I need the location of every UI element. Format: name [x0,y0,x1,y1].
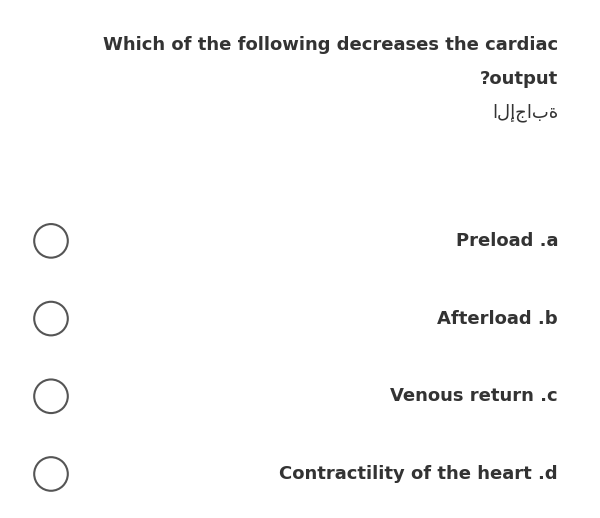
Text: الإجابة: الإجابة [492,104,558,122]
Text: Afterload .b: Afterload .b [437,310,558,327]
Text: Contractility of the heart .d: Contractility of the heart .d [280,465,558,483]
Text: Preload .a: Preload .a [455,232,558,250]
Text: Venous return .c: Venous return .c [391,387,558,405]
Text: Which of the following decreases the cardiac: Which of the following decreases the car… [103,36,558,54]
Text: ?output: ?output [480,70,558,88]
